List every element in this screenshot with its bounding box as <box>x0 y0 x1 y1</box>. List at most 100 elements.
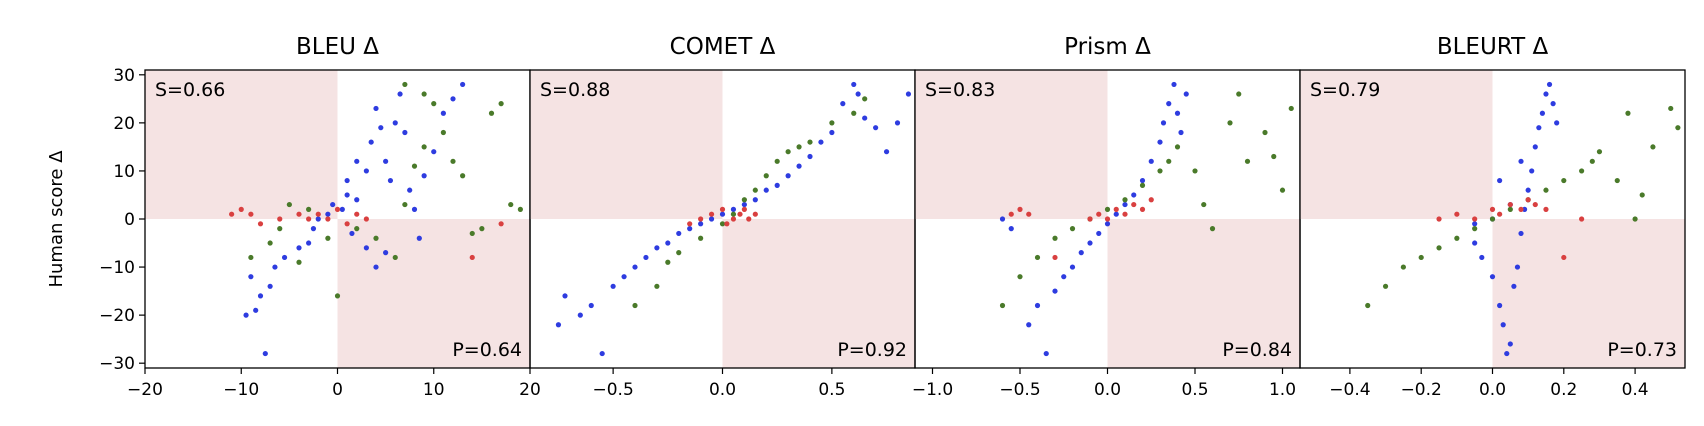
point-series-1 <box>373 105 379 112</box>
point-series-1 <box>1497 177 1503 184</box>
x-tick-label: 20 <box>519 380 541 400</box>
point-series-1 <box>1087 240 1093 246</box>
point-series-1 <box>555 322 562 328</box>
point-series-3 <box>334 206 341 212</box>
point-series-2 <box>1209 226 1216 232</box>
point-series-1 <box>1122 201 1128 208</box>
point-series-1 <box>1183 91 1189 97</box>
spearman-annotation: S=0.83 <box>925 79 995 101</box>
point-series-2 <box>654 283 660 289</box>
point-series-3 <box>1543 206 1549 212</box>
point-series-2 <box>411 163 418 169</box>
point-series-3 <box>1096 211 1102 217</box>
panel-1: BLEU Δ −20 −10 0 10 20 −30 −20 −10 0 10 20 30 S=0.66 P… <box>99 34 541 400</box>
point-series-2 <box>741 197 747 203</box>
point-series-1 <box>450 96 456 102</box>
point-series-1 <box>1518 158 1524 164</box>
point-series-1 <box>262 350 268 357</box>
point-series-1 <box>1546 81 1553 88</box>
point-series-1 <box>807 153 813 160</box>
quadrant-top-left <box>1300 70 1493 219</box>
point-series-2 <box>1069 226 1076 232</box>
y-tick-label: −10 <box>99 258 135 278</box>
point-series-1 <box>862 115 868 121</box>
panel-title: COMET Δ <box>670 34 776 60</box>
point-series-1 <box>730 206 737 212</box>
point-series-1 <box>253 307 259 313</box>
point-series-1 <box>1043 350 1049 357</box>
points <box>999 81 1294 357</box>
panel-title: BLEURT Δ <box>1437 34 1549 60</box>
point-series-1 <box>243 312 249 318</box>
x-tick-label: 0.5 <box>818 380 845 400</box>
point-series-3 <box>325 216 331 222</box>
point-series-1 <box>363 245 369 251</box>
panels: BLEU Δ −20 −10 0 10 20 −30 −20 −10 0 10 20 30 S=0.66 P… <box>99 34 1686 400</box>
x-tick-label: 0.5 <box>1181 380 1208 400</box>
point-series-3 <box>257 221 264 227</box>
panel-4: BLEURT Δ −0.4 −0.2 0.0 0.2 0.4 S=0.79 P=0.73 <box>1299 34 1686 400</box>
point-series-2 <box>1382 283 1389 289</box>
point-series-2 <box>1157 168 1163 174</box>
point-series-3 <box>1579 216 1585 222</box>
point-series-1 <box>1113 211 1119 217</box>
point-series-1 <box>1157 139 1163 145</box>
point-series-1 <box>719 211 726 217</box>
point-series-3 <box>1507 201 1513 208</box>
point-series-3 <box>730 216 737 222</box>
point-series-2 <box>1639 192 1645 198</box>
point-series-2 <box>488 110 495 116</box>
x-tick-label: 0.0 <box>1479 380 1506 400</box>
point-series-1 <box>1148 158 1154 164</box>
point-series-2 <box>1166 158 1172 164</box>
x-tick-label: 0.2 <box>1550 380 1577 400</box>
point-series-2 <box>785 149 791 155</box>
point-series-1 <box>267 283 273 289</box>
point-series-1 <box>883 149 890 155</box>
point-series-2 <box>1675 125 1681 131</box>
point-series-1 <box>344 192 350 198</box>
point-series-3 <box>687 221 693 227</box>
x-tick-label: 0.0 <box>1094 380 1121 400</box>
spearman-annotation: S=0.66 <box>155 79 225 101</box>
point-series-3 <box>1017 206 1023 212</box>
point-series-1 <box>383 158 389 164</box>
x-tick-label: −20 <box>127 380 163 400</box>
panel-title: BLEU Δ <box>296 34 379 60</box>
x-tick-label: −1.0 <box>912 380 953 400</box>
point-series-1 <box>774 182 780 188</box>
point-series-2 <box>1579 168 1585 174</box>
point-series-1 <box>373 264 379 270</box>
x-tick-label: 0.4 <box>1622 380 1649 400</box>
point-series-2 <box>460 173 466 179</box>
point-series-1 <box>257 293 264 299</box>
point-series-2 <box>334 293 341 299</box>
x-tick-label: 10 <box>423 380 445 400</box>
point-series-2 <box>354 226 360 232</box>
point-series-1 <box>610 283 616 289</box>
point-series-1 <box>281 254 288 261</box>
quadrant-top-left <box>145 70 338 219</box>
point-series-3 <box>1532 201 1538 208</box>
point-series-1 <box>1536 125 1542 131</box>
x-tick-label: 0 <box>332 380 343 400</box>
point-series-1 <box>383 250 389 256</box>
point-series-2 <box>719 221 726 227</box>
point-series-1 <box>330 201 336 208</box>
point-series-3 <box>1561 254 1567 261</box>
point-series-1 <box>1104 221 1111 227</box>
point-series-1 <box>643 254 649 261</box>
point-series-1 <box>1521 206 1528 212</box>
point-series-1 <box>363 168 369 174</box>
y-tick-label: 0 <box>124 210 135 230</box>
point-series-2 <box>752 187 758 193</box>
point-series-1 <box>894 120 901 126</box>
point-series-2 <box>450 158 456 164</box>
point-series-1 <box>1472 221 1478 227</box>
point-series-1 <box>1507 341 1513 347</box>
point-series-1 <box>676 230 682 237</box>
point-series-2 <box>479 226 485 232</box>
point-series-2 <box>796 144 802 150</box>
point-series-2 <box>1561 177 1567 184</box>
point-series-1 <box>1514 264 1521 270</box>
